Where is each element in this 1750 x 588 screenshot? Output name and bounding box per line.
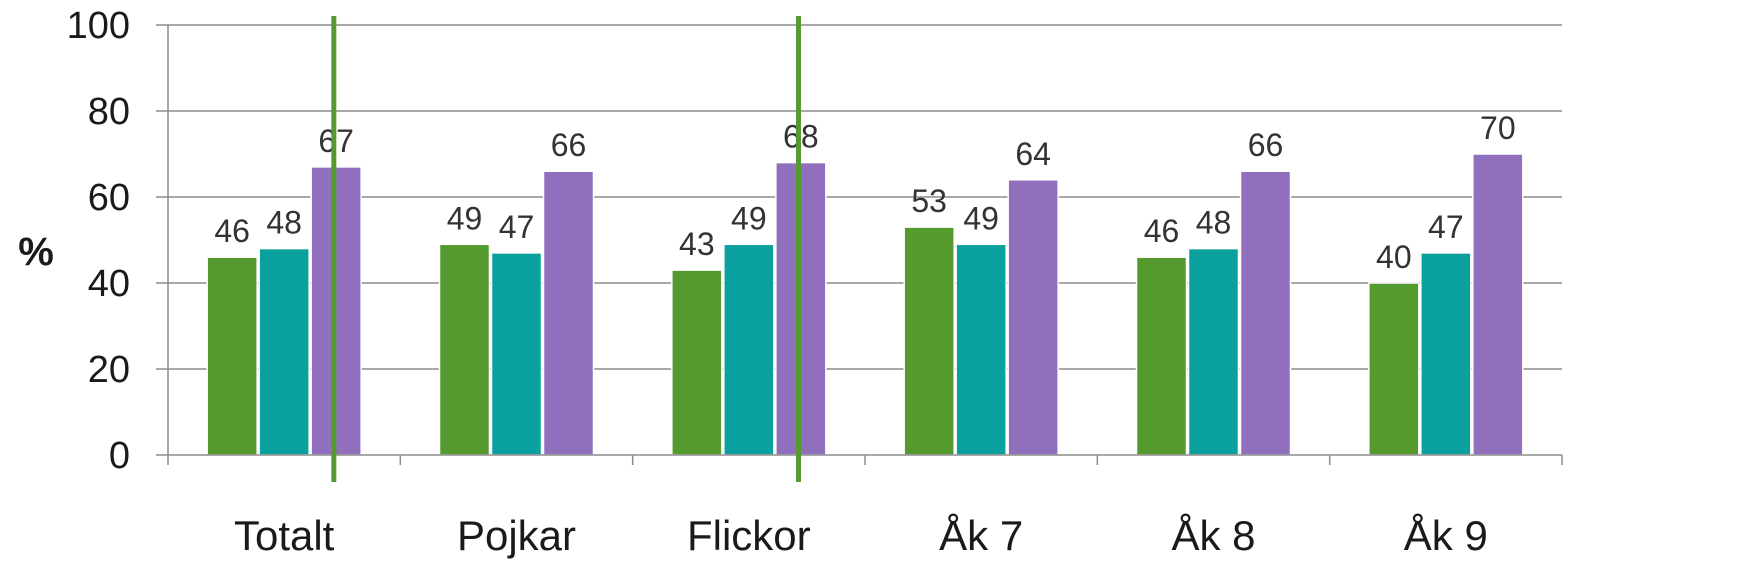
bar — [1420, 252, 1472, 456]
bar — [1472, 153, 1524, 456]
x-category-label: Pojkar — [457, 512, 576, 559]
bar — [671, 269, 723, 456]
group-separators — [331, 16, 801, 482]
x-category-label: Åk 8 — [1171, 512, 1255, 559]
data-label: 46 — [214, 213, 250, 249]
data-label: 47 — [499, 209, 535, 245]
bars — [206, 153, 1524, 456]
data-label: 49 — [447, 200, 483, 236]
x-axis-category-labels: Totalt Pojkar Flickor Åk 7 Åk 8 Åk 9 — [234, 512, 1488, 559]
bar — [1368, 282, 1420, 456]
data-label: 48 — [1196, 205, 1232, 241]
y-tick-label: 0 — [109, 435, 130, 477]
data-label: 48 — [266, 205, 302, 241]
bar — [258, 247, 310, 456]
bar — [1239, 170, 1292, 456]
x-category-label: Totalt — [234, 512, 335, 559]
data-label: 46 — [1144, 213, 1180, 249]
y-tick-label: 60 — [88, 177, 130, 219]
y-axis-title: % — [18, 230, 54, 274]
y-tick-label: 100 — [67, 5, 130, 47]
bar — [206, 256, 258, 456]
data-label: 43 — [679, 226, 715, 262]
bar — [438, 243, 491, 456]
y-axis-tick-labels: 0 20 40 60 80 100 — [67, 5, 130, 477]
x-category-label: Åk 9 — [1404, 512, 1488, 559]
x-category-label: Flickor — [687, 512, 811, 559]
bar — [1007, 179, 1059, 456]
data-labels: 464867494766434968534964464866404770 — [214, 110, 1515, 275]
bar — [542, 170, 595, 456]
data-label: 47 — [1428, 209, 1464, 245]
gridlines — [156, 24, 1562, 370]
bar — [955, 243, 1007, 456]
data-label: 40 — [1376, 239, 1412, 275]
data-label: 64 — [1015, 136, 1051, 172]
x-axis — [156, 25, 1563, 465]
bar — [1187, 247, 1240, 456]
data-label: 53 — [911, 183, 947, 219]
data-label: 66 — [1248, 127, 1284, 163]
data-label: 66 — [551, 127, 587, 163]
y-tick-label: 80 — [88, 91, 130, 133]
data-label: 49 — [963, 200, 999, 236]
bar — [903, 226, 955, 456]
bar — [1135, 256, 1188, 456]
x-category-label: Åk 7 — [939, 512, 1023, 559]
y-tick-label: 40 — [88, 263, 130, 305]
data-label: 70 — [1480, 110, 1516, 146]
bar — [723, 243, 775, 456]
bar — [490, 252, 543, 456]
data-label: 49 — [731, 200, 767, 236]
y-tick-label: 20 — [88, 349, 130, 391]
